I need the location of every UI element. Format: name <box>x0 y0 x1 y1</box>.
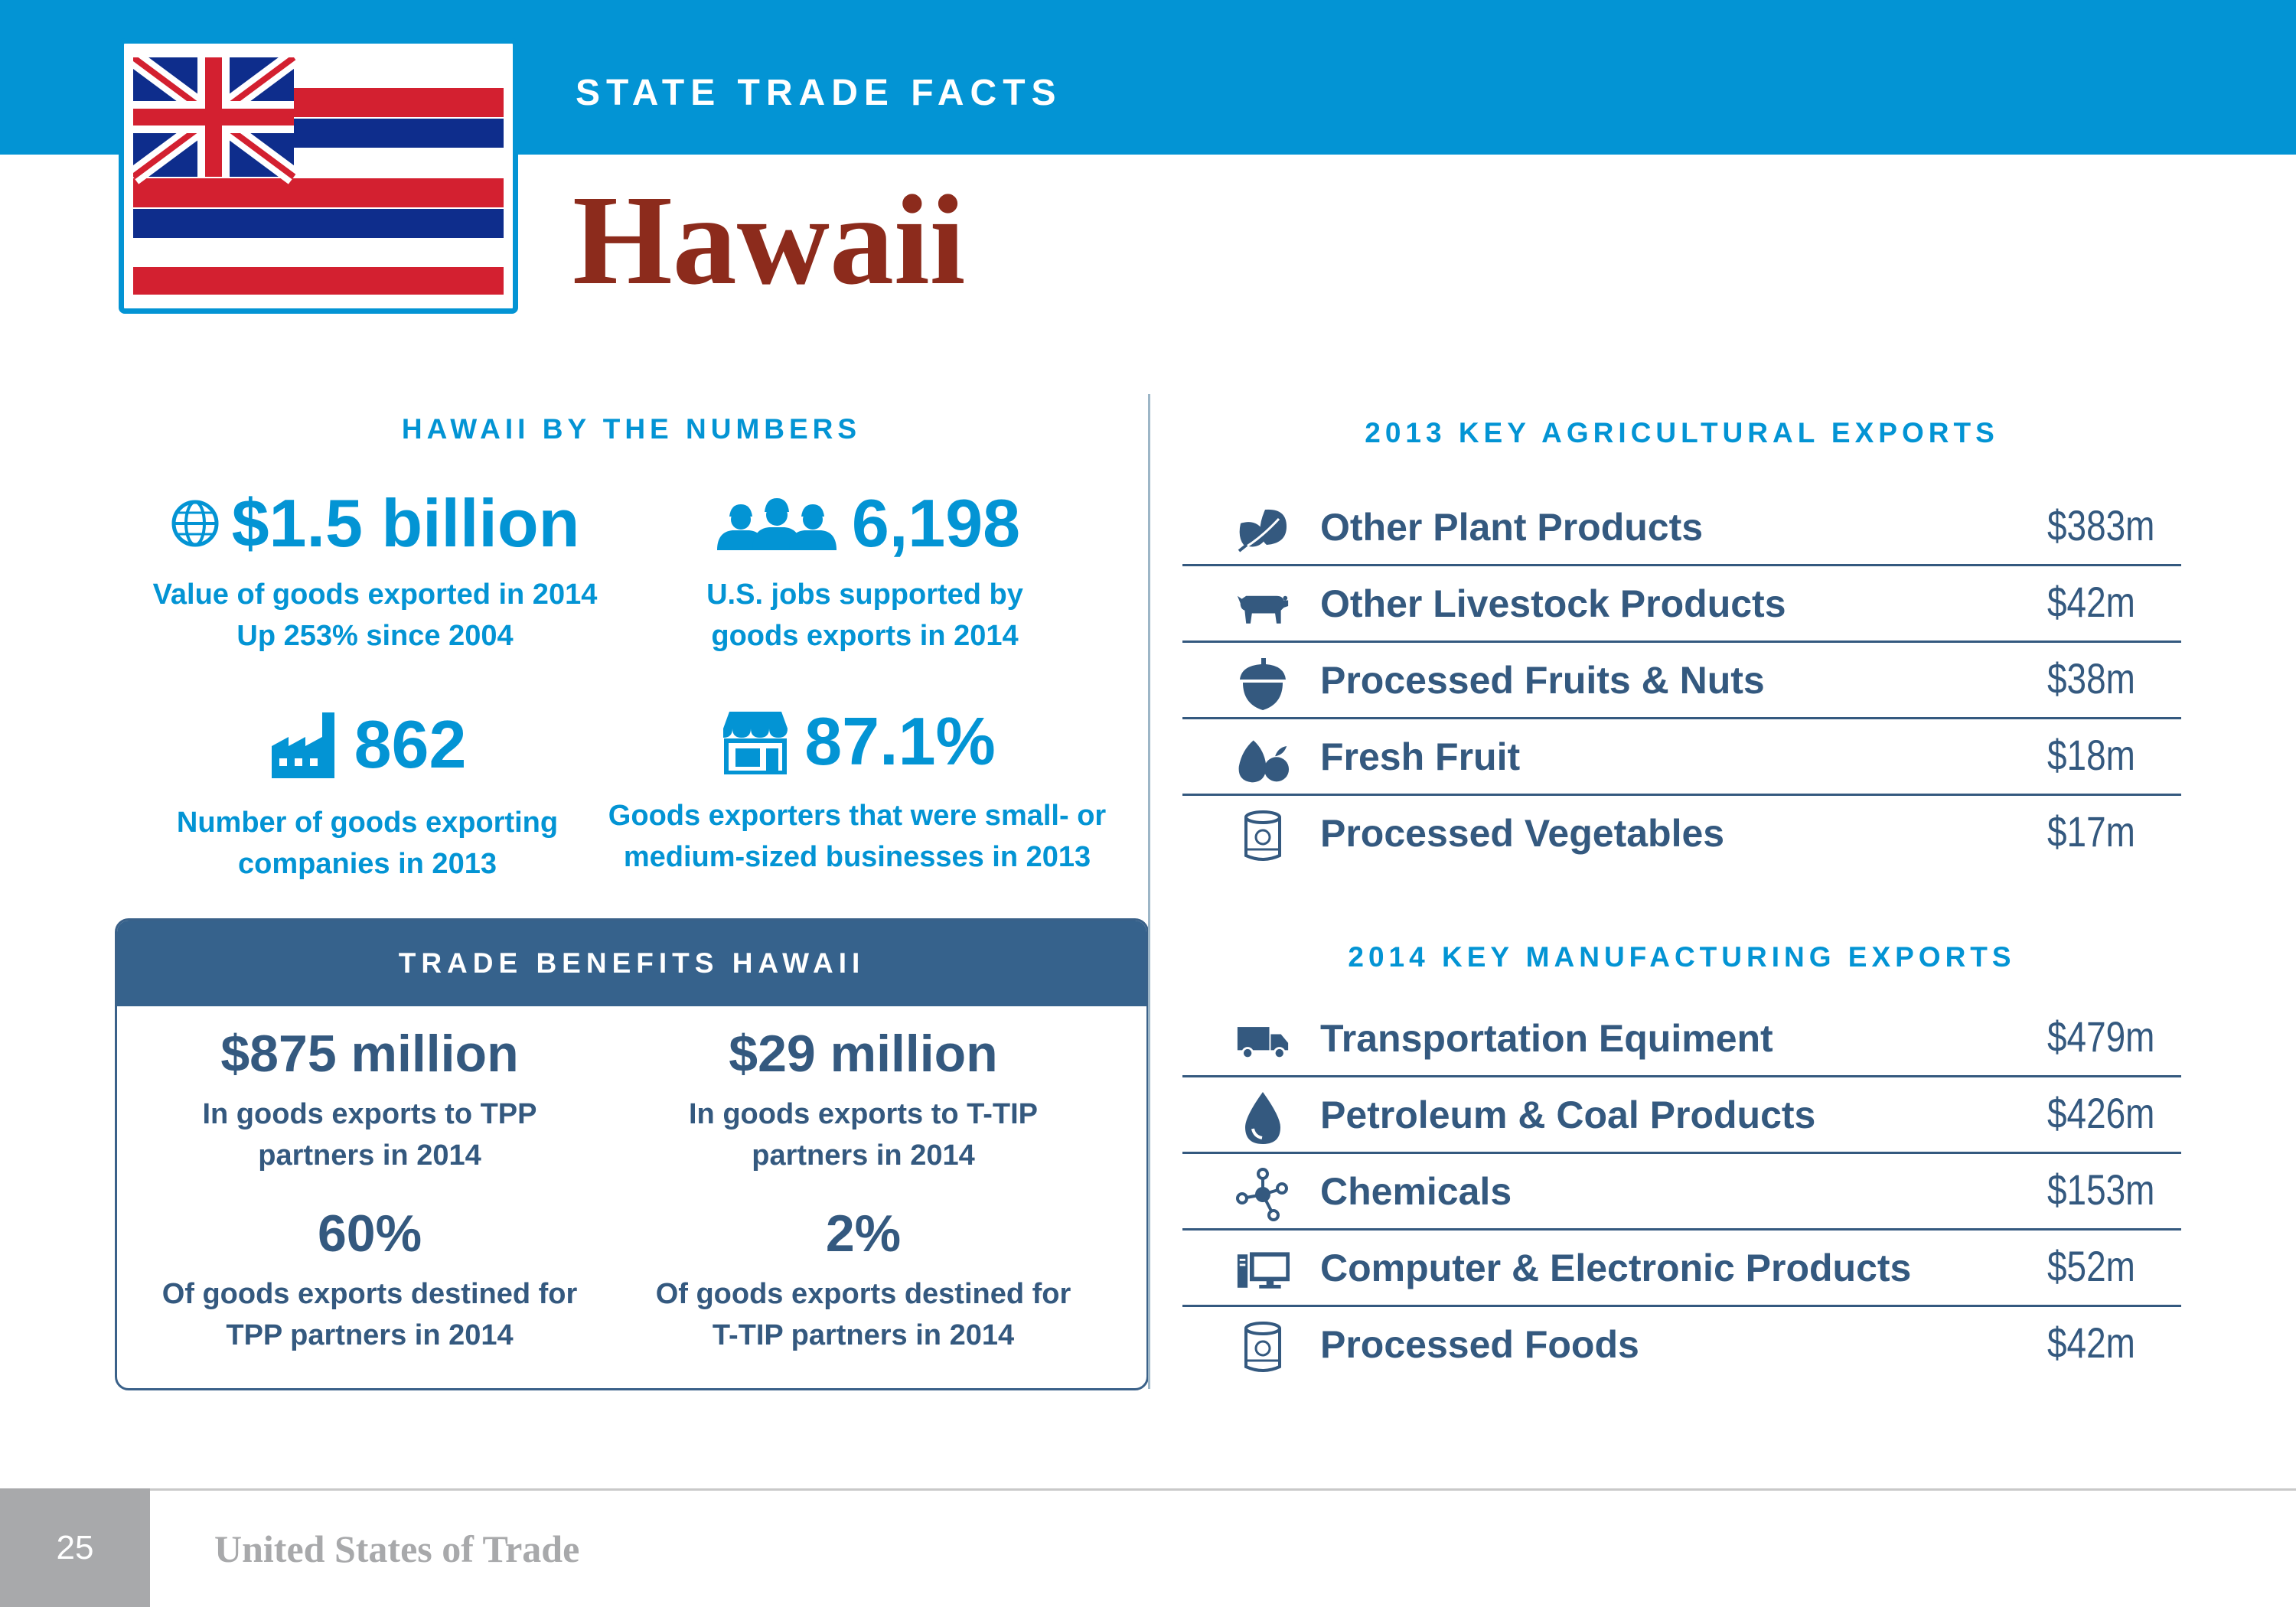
export-name: Processed Vegetables <box>1320 812 1725 855</box>
manufacturing-heading: 2014 KEY MANUFACTURING EXPORTS <box>1348 941 2016 973</box>
state-title: Hawaii <box>572 169 966 311</box>
drop-icon <box>1245 1092 1280 1144</box>
fruit-icon <box>1238 740 1290 783</box>
mfg-export-row: Computer & Electronic Products $52m <box>1182 1231 2181 1307</box>
mfg-export-row: Transportation Equiment $479m <box>1182 1001 2181 1077</box>
export-value: $18m <box>2047 731 2135 779</box>
stat-label-line: Goods exporters that were small- or <box>608 800 1107 832</box>
benefit-label-line: Of goods exports destined for <box>655 1278 1071 1310</box>
molecule-icon <box>1236 1168 1288 1221</box>
export-name: Other Livestock Products <box>1320 582 1786 625</box>
column-divider <box>1148 394 1150 1389</box>
benefit-label-line: T-TIP partners in 2014 <box>712 1319 1015 1351</box>
ag-export-row: Processed Vegetables $17m <box>1182 796 2181 872</box>
mfg-export-row: Petroleum & Coal Products $426m <box>1182 1077 2181 1154</box>
publication-name: United States of Trade <box>214 1527 580 1570</box>
ag-export-row: Processed Fruits & Nuts $38m <box>1182 643 2181 719</box>
benefit-label-line: In goods exports to TPP <box>202 1098 537 1130</box>
benefits-heading: TRADE BENEFITS HAWAII <box>117 921 1146 1006</box>
stat-label-line: companies in 2013 <box>238 848 497 880</box>
stat-label-line: Value of goods exported in 2014 <box>152 579 598 611</box>
stat-small-business: 87.1% Goods exporters that were small- o… <box>589 708 1125 878</box>
benefit-label-line: TPP partners in 2014 <box>226 1319 514 1351</box>
ag-export-row: Other Livestock Products $42m <box>1182 566 2181 643</box>
agricultural-heading: 2013 KEY AGRICULTURAL EXPORTS <box>1365 417 1999 448</box>
trade-benefits-panel: TRADE BENEFITS HAWAII $875 million In go… <box>115 918 1149 1390</box>
benefit-label-line: In goods exports to T-TIP <box>689 1098 1038 1130</box>
export-name: Petroleum & Coal Products <box>1320 1094 1816 1136</box>
mfg-export-row: Chemicals $153m <box>1182 1154 2181 1231</box>
can-icon <box>1244 1322 1281 1372</box>
stat-label-line: Number of goods exporting <box>176 807 559 839</box>
benefit-value: 60% <box>317 1204 422 1263</box>
stat-jobs: 6,198 U.S. jobs supported by goods expor… <box>605 490 1125 657</box>
benefit-label-line: partners in 2014 <box>752 1139 975 1172</box>
stat-companies: 862 Number of goods exporting companies … <box>107 708 628 885</box>
benefit-value: $875 million <box>220 1025 519 1083</box>
export-value: $17m <box>2047 807 2135 856</box>
export-value: $383m <box>2047 501 2155 549</box>
export-value: $52m <box>2047 1242 2135 1290</box>
globe-icon <box>171 500 219 547</box>
hawaii-flag-icon <box>133 57 504 295</box>
ag-export-row: Other Plant Products $383m <box>1182 490 2181 566</box>
stat-value-text: 6,198 <box>851 485 1021 561</box>
export-value: $153m <box>2047 1165 2155 1214</box>
export-name: Chemicals <box>1320 1170 1512 1213</box>
footer-rule <box>0 1488 2296 1491</box>
stat-label-line: Up 253% since 2004 <box>236 620 514 652</box>
stat-value-text: 87.1% <box>804 703 996 779</box>
export-name: Computer & Electronic Products <box>1320 1247 1912 1289</box>
computer-icon <box>1237 1252 1290 1289</box>
leaf-icon <box>1238 509 1287 553</box>
export-value: $38m <box>2047 654 2135 702</box>
export-name: Processed Foods <box>1320 1323 1639 1366</box>
workers-icon <box>716 498 837 550</box>
can-icon <box>1244 810 1281 861</box>
benefit-ttip-exports: $29 million In goods exports to T-TIP pa… <box>618 1028 1108 1176</box>
storefront-icon <box>723 712 788 774</box>
benefit-ttip-share: 2% Of goods exports destined for T-TIP p… <box>618 1208 1108 1356</box>
stat-value-text: 862 <box>354 706 467 782</box>
page-number: 25 <box>0 1488 150 1607</box>
benefit-value: 2% <box>825 1204 902 1263</box>
cow-icon <box>1237 595 1289 624</box>
export-value: $42m <box>2047 578 2135 626</box>
ag-export-row: Fresh Fruit $18m <box>1182 719 2181 796</box>
numbers-heading: HAWAII BY THE NUMBERS <box>401 413 862 445</box>
mfg-export-row: Processed Foods $42m <box>1182 1307 2181 1384</box>
export-name: Other Plant Products <box>1320 506 1704 549</box>
section-kicker: STATE TRADE FACTS <box>576 73 1062 113</box>
benefit-label-line: partners in 2014 <box>258 1139 481 1172</box>
acorn-icon <box>1240 658 1286 710</box>
stat-label-line: U.S. jobs supported by <box>706 579 1023 611</box>
export-name: Transportation Equiment <box>1320 1017 1773 1060</box>
stat-label-line: goods exports in 2014 <box>711 620 1019 652</box>
state-flag <box>119 38 518 314</box>
export-value: $42m <box>2047 1319 2135 1367</box>
benefit-value: $29 million <box>729 1025 998 1083</box>
export-value: $426m <box>2047 1089 2155 1137</box>
benefit-tpp-share: 60% Of goods exports destined for TPP pa… <box>125 1208 615 1356</box>
factory-icon <box>271 712 334 778</box>
benefit-tpp-exports: $875 million In goods exports to TPP par… <box>125 1028 615 1176</box>
truck-icon <box>1237 1027 1289 1060</box>
export-name: Processed Fruits & Nuts <box>1320 659 1765 702</box>
benefit-label-line: Of goods exports destined for <box>161 1278 578 1310</box>
stat-label-line: medium-sized businesses in 2013 <box>623 841 1091 873</box>
export-value: $479m <box>2047 1012 2155 1061</box>
stat-export-value: $1.5 billion Value of goods exported in … <box>115 490 635 657</box>
export-name: Fresh Fruit <box>1320 735 1521 778</box>
stat-value-text: $1.5 billion <box>231 485 580 561</box>
